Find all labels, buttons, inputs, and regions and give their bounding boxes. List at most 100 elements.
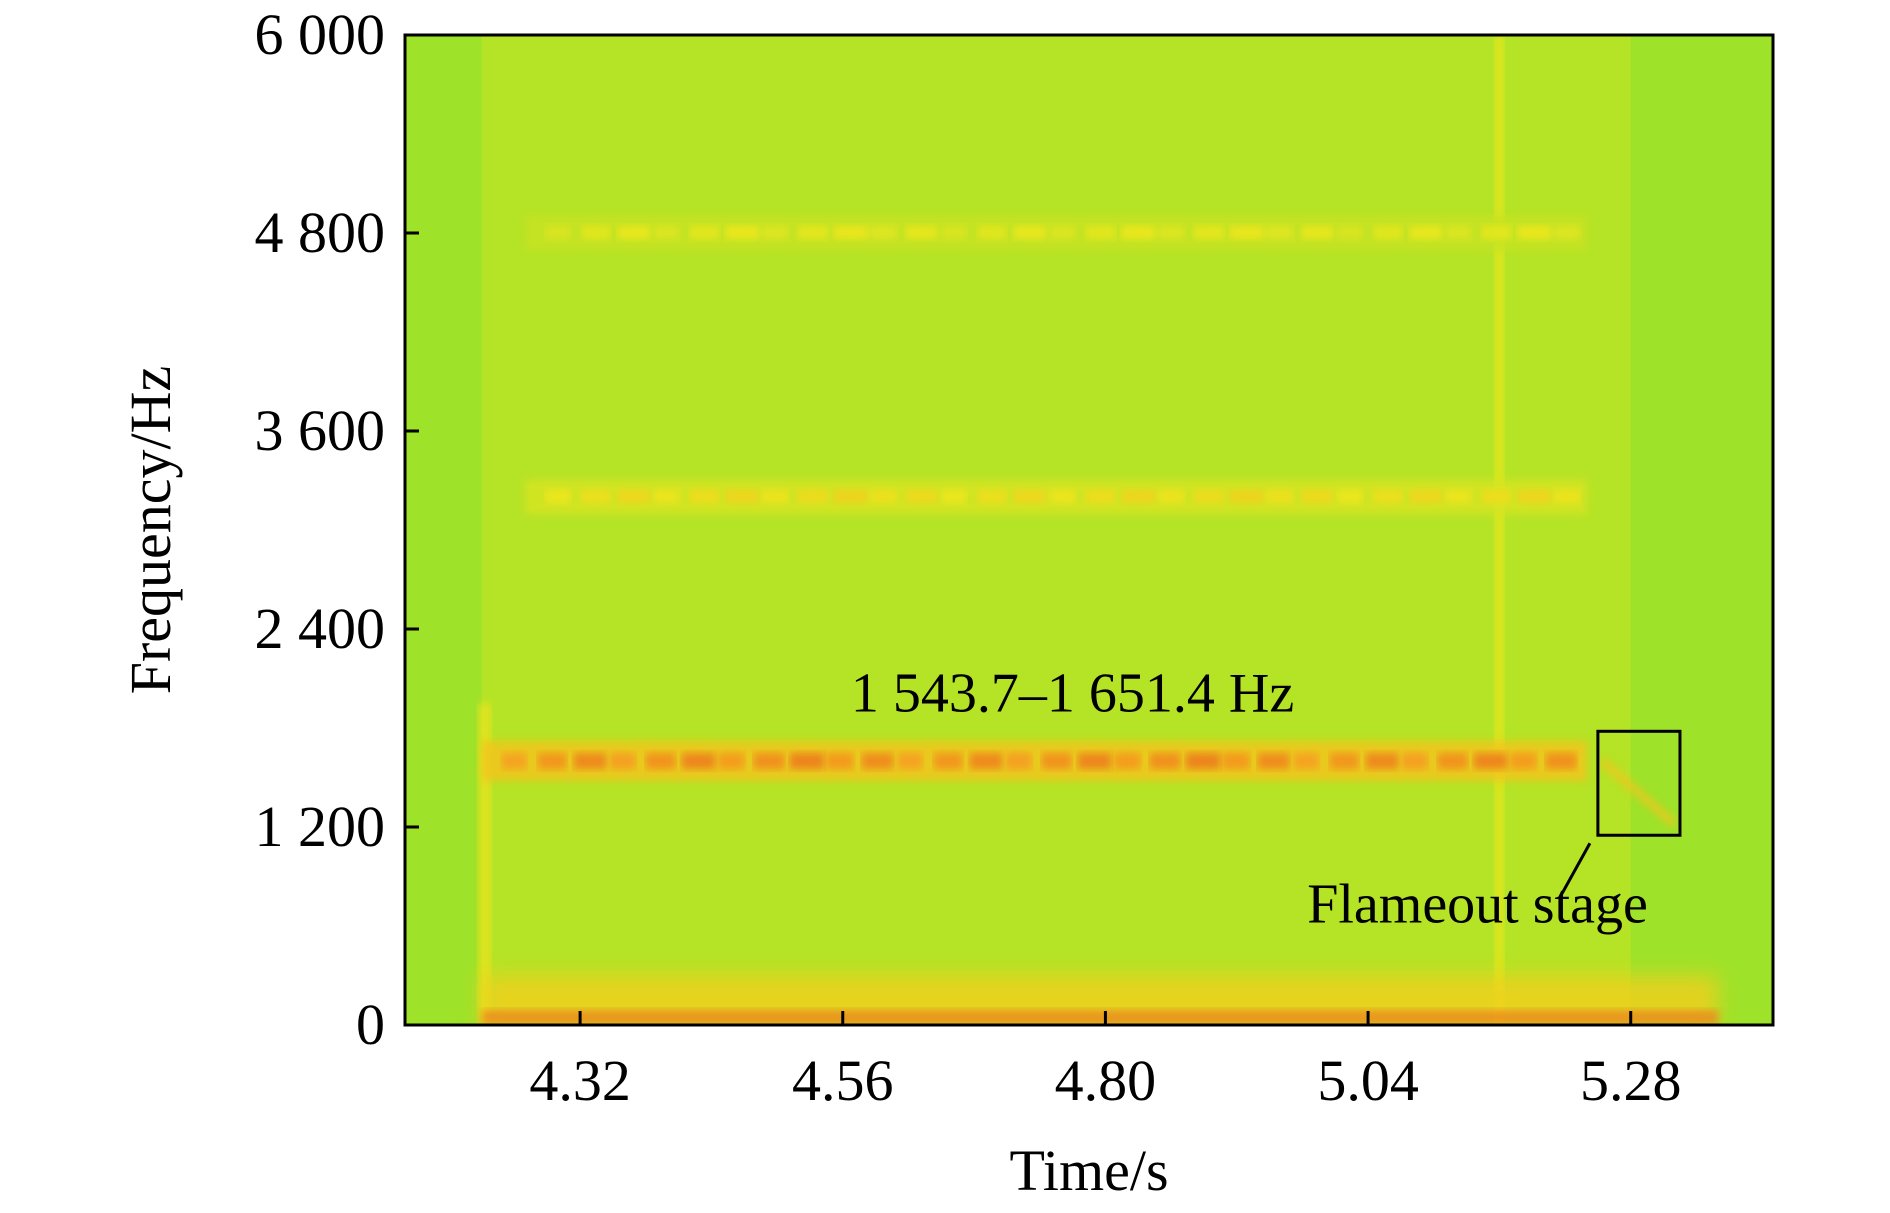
band-segment	[761, 226, 789, 239]
band-segment	[1409, 490, 1443, 503]
band-segment	[1445, 226, 1472, 239]
y-tick-label: 0	[356, 992, 385, 1057]
y-tick-label: 2 400	[255, 596, 386, 661]
band-segment	[1337, 226, 1363, 239]
band-segment	[1337, 490, 1363, 503]
band-segment	[1373, 490, 1403, 503]
x-axis: 4.32 4.56 4.80 5.04 5.28	[529, 1011, 1681, 1113]
band-segment	[753, 753, 785, 769]
band-segment	[833, 490, 869, 503]
band-segment	[645, 753, 676, 769]
signal-onset-line	[477, 703, 492, 1025]
band-segment	[1481, 226, 1512, 239]
band-segment	[581, 226, 611, 239]
band-segment	[1185, 753, 1221, 769]
band-segment	[1041, 753, 1072, 769]
band-segment	[1329, 753, 1359, 769]
flameout-box	[1596, 729, 1682, 837]
band-segment	[861, 753, 894, 769]
band-segment	[933, 753, 963, 769]
band-segment	[1193, 490, 1225, 503]
harmonic-band	[481, 741, 1587, 781]
plot-frame	[403, 33, 1775, 1027]
band-segment	[1373, 226, 1403, 239]
y-tick-label: 6 000	[255, 2, 386, 67]
band-segment	[1481, 490, 1512, 503]
y-tick-label: 1 200	[255, 794, 386, 859]
band-segment	[1265, 490, 1294, 503]
band-segment	[1301, 490, 1334, 503]
x-axis-label: Time/s	[1009, 1138, 1168, 1203]
band-segment	[537, 753, 567, 769]
band-segment	[1005, 753, 1032, 769]
band-segment	[1149, 753, 1181, 769]
band-segment	[1265, 226, 1294, 239]
band-segment	[689, 490, 720, 503]
band-segment	[941, 490, 967, 503]
band-segment	[573, 753, 607, 769]
band-segment	[1157, 226, 1185, 239]
band-segment	[1193, 226, 1225, 239]
band-segment	[1085, 490, 1116, 503]
band-segment	[905, 490, 938, 503]
transient-vertical-line	[1494, 35, 1505, 1025]
band-segment	[617, 490, 651, 503]
band-segment	[1221, 753, 1250, 769]
band-segment	[1293, 753, 1319, 769]
band-segment	[1409, 226, 1443, 239]
band-segment	[969, 753, 1003, 769]
band-segment	[1257, 753, 1290, 769]
band-segment	[545, 226, 571, 239]
y-axis-label: Frequency/Hz	[118, 366, 183, 695]
x-tick-label: 4.80	[1055, 1048, 1157, 1113]
band-segment	[825, 753, 854, 769]
band-segment	[1437, 753, 1468, 769]
band-segment	[977, 490, 1007, 503]
band-segment	[1049, 490, 1076, 503]
band-segment	[617, 226, 651, 239]
spectrogram-marks	[477, 35, 1719, 1025]
band-segment	[1229, 490, 1265, 503]
band-segment	[1049, 226, 1076, 239]
band-segment	[1517, 490, 1552, 503]
band-segment	[977, 226, 1007, 239]
y-tick-label: 3 600	[255, 398, 386, 463]
band-segment	[897, 753, 923, 769]
band-segment	[1085, 226, 1116, 239]
band-segment	[941, 226, 967, 239]
band-segment	[1077, 753, 1112, 769]
band-segment	[1013, 226, 1047, 239]
band-segment	[725, 226, 760, 239]
x-tick-label: 4.32	[529, 1048, 631, 1113]
band-segment	[689, 226, 720, 239]
harmonic-band	[525, 480, 1587, 514]
band-segment	[797, 226, 829, 239]
low-frequency-peak	[481, 1010, 1719, 1025]
band-segment	[1545, 753, 1577, 769]
plot-area	[405, 35, 1773, 1025]
band-segment	[725, 490, 760, 503]
band-segment	[1473, 753, 1508, 769]
x-tick-label: 5.28	[1580, 1048, 1682, 1113]
band-segment	[653, 226, 680, 239]
band-segment	[501, 753, 527, 769]
band-segment	[1013, 490, 1047, 503]
band-segment	[1509, 753, 1537, 769]
harmonic-band	[525, 216, 1587, 250]
y-axis: 0 1 200 2 400 3 600 4 800 6 000	[255, 2, 419, 1057]
band-segment	[1445, 490, 1472, 503]
band-segment	[653, 490, 680, 503]
band-segment	[1121, 490, 1156, 503]
band-segment	[545, 490, 571, 503]
band-segment	[1553, 490, 1581, 503]
band-segment	[1113, 753, 1141, 769]
band-segment	[761, 490, 789, 503]
x-tick-label: 5.04	[1317, 1048, 1419, 1113]
flameout-decay-trace	[1599, 757, 1677, 827]
band-segment	[1229, 226, 1265, 239]
flameout-leader-line	[1558, 842, 1592, 899]
band-segment	[1401, 753, 1428, 769]
band-segment	[1121, 226, 1156, 239]
band-segment	[833, 226, 869, 239]
